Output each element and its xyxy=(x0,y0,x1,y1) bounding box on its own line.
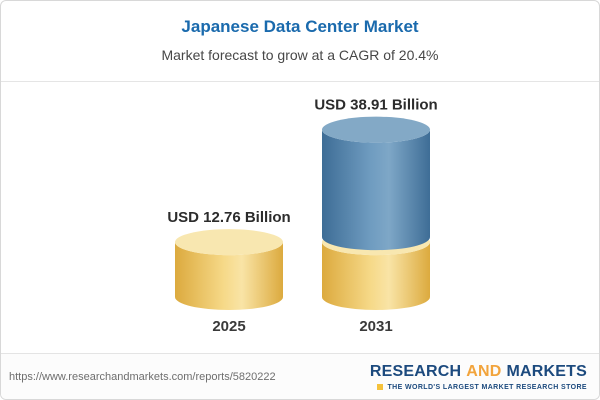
logo-wordmark: RESEARCH AND MARKETS xyxy=(370,363,587,381)
year-label-2025: 2025 xyxy=(212,318,245,335)
value-label-2031: USD 38.91 Billion xyxy=(314,97,437,114)
page-title: Japanese Data Center Market xyxy=(181,17,419,36)
bar-2031-base-body xyxy=(322,242,430,310)
footer: https://www.researchandmarkets.com/repor… xyxy=(1,353,599,399)
logo-tagline: THE WORLD'S LARGEST MARKET RESEARCH STOR… xyxy=(387,383,587,391)
bar-2025-top xyxy=(175,229,283,256)
logo-word-research: RESEARCH xyxy=(369,362,462,380)
report-url: https://www.researchandmarkets.com/repor… xyxy=(9,370,276,383)
page-subtitle: Market forecast to grow at a CAGR of 20.… xyxy=(161,47,439,63)
bar-2031-top xyxy=(322,116,430,143)
logo-tagline-row: THE WORLD'S LARGEST MARKET RESEARCH STOR… xyxy=(370,384,587,391)
bar-2031-blue-body xyxy=(322,129,430,251)
year-label-2031: 2031 xyxy=(359,318,392,335)
researchandmarkets-logo: RESEARCH AND MARKETS THE WORLD'S LARGEST… xyxy=(370,363,587,391)
cylinder-chart-svg: USD 12.76 Billion 2025 USD 38.91 Billion 20… xyxy=(167,97,437,335)
logo-word-and: AND xyxy=(466,362,502,380)
value-label-2025: USD 12.76 Billion xyxy=(167,209,290,226)
logo-word-markets: MARKETS xyxy=(506,362,587,380)
header-divider xyxy=(1,81,599,82)
cylinder-chart: USD 12.76 Billion 2025 USD 38.91 Billion 20… xyxy=(1,81,599,341)
tagline-marker-icon xyxy=(377,384,384,390)
header: Japanese Data Center Market Market forec… xyxy=(1,1,599,63)
bar-2025-body xyxy=(175,242,283,310)
